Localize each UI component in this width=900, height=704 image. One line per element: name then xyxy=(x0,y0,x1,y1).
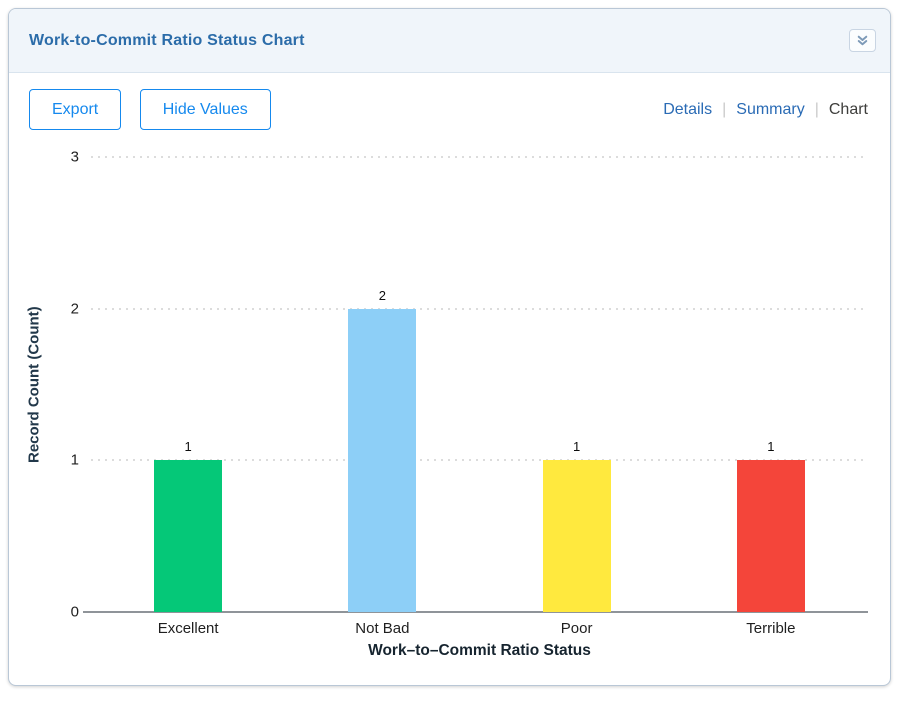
collapse-button[interactable] xyxy=(849,29,876,52)
page-title: Work-to-Commit Ratio Status Chart xyxy=(29,31,305,49)
y-axis-title: Record Count (Count) xyxy=(25,306,43,463)
bar-value-label: 2 xyxy=(378,287,386,303)
gridline xyxy=(91,459,868,462)
double-chevron-down-icon xyxy=(857,35,868,46)
hide-values-button[interactable]: Hide Values xyxy=(139,89,271,130)
bar-value-label: 1 xyxy=(184,439,192,455)
bar-group-excellent: 1 xyxy=(91,157,285,612)
bar-excellent[interactable] xyxy=(154,460,223,612)
y-tick-label: 3 xyxy=(70,148,79,166)
gridline xyxy=(91,156,868,158)
view-link-summary[interactable]: Summary xyxy=(736,100,805,118)
view-switcher: Details | Summary | Chart xyxy=(663,101,868,119)
separator: | xyxy=(722,100,727,118)
x-tick-label-not-bad: Not Bad xyxy=(355,620,410,637)
report-chart-card: Work-to-Commit Ratio Status Chart Export… xyxy=(8,8,891,686)
export-button[interactable]: Export xyxy=(29,89,122,130)
view-link-chart[interactable]: Chart xyxy=(828,100,868,118)
button-group: Export Hide Values xyxy=(29,89,285,130)
card-header: Work-to-Commit Ratio Status Chart xyxy=(9,9,890,73)
bar-value-label: 1 xyxy=(573,439,581,455)
plot-column: 0 1 2 3 1 2 1 1 xyxy=(47,150,868,660)
bar-poor[interactable] xyxy=(542,460,611,612)
bars: 1 2 1 1 xyxy=(91,157,868,612)
bar-chart: Record Count (Count) 0 1 2 3 1 2 1 xyxy=(9,130,890,660)
view-link-details[interactable]: Details xyxy=(663,100,713,118)
x-tick-label-terrible: Terrible xyxy=(746,620,796,637)
toolbar: Export Hide Values Details | Summary | C… xyxy=(9,73,890,130)
bar-group-not-bad: 2 xyxy=(285,157,479,612)
x-tick-labels: Excellent Not Bad Poor Terrible xyxy=(91,620,868,637)
bar-value-label: 1 xyxy=(767,439,775,455)
bar-terrible[interactable] xyxy=(736,460,805,612)
bar-group-poor: 1 xyxy=(480,157,674,612)
x-axis-line xyxy=(83,611,868,613)
separator: | xyxy=(814,100,819,118)
y-tick-label: 2 xyxy=(70,300,79,318)
y-tick-label: 0 xyxy=(70,603,79,621)
x-axis-title: Work–to–Commit Ratio Status xyxy=(368,642,591,659)
x-tick-label-poor: Poor xyxy=(560,620,593,637)
gridline xyxy=(91,307,868,310)
y-tick-label: 1 xyxy=(70,451,79,469)
bar-group-terrible: 1 xyxy=(674,157,868,612)
bar-not-bad[interactable] xyxy=(348,308,417,612)
plot-area: 0 1 2 3 1 2 1 1 xyxy=(71,150,868,620)
x-tick-label-excellent: Excellent xyxy=(157,620,219,637)
